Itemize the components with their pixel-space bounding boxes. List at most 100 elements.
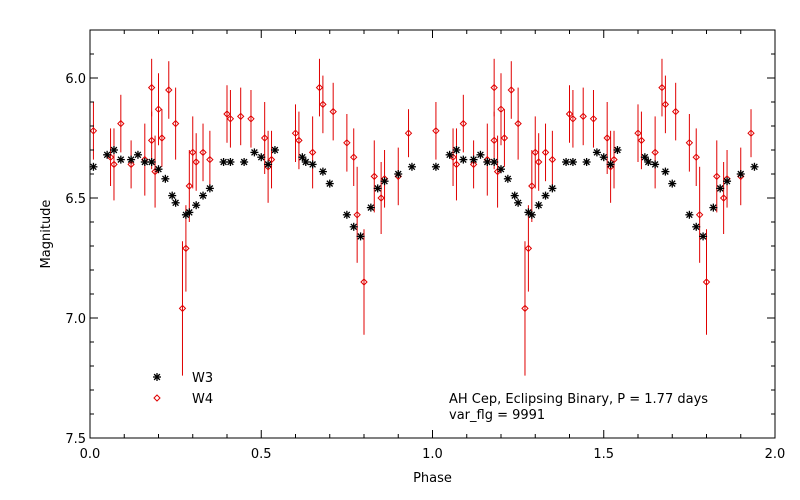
w3-point <box>205 184 214 193</box>
w3-point <box>582 158 591 166</box>
x-axis-label: Phase <box>413 471 452 486</box>
w3-point <box>127 155 136 164</box>
w3-point <box>599 153 608 162</box>
w3-point <box>548 184 557 193</box>
w4-point <box>89 127 98 135</box>
annotation-star-info: AH Cep, Eclipsing Binary, P = 1.77 days <box>449 392 708 407</box>
w4-point <box>490 136 498 145</box>
w4-point <box>315 83 324 92</box>
legend-w3-label: W3 <box>192 371 213 386</box>
w3-point <box>356 232 365 241</box>
w3-point <box>257 153 266 162</box>
w4-point <box>295 136 303 145</box>
w3-point <box>250 148 259 157</box>
w4-point <box>459 119 468 128</box>
w4-point <box>671 107 680 116</box>
w3-point <box>147 158 156 166</box>
w3-point <box>140 158 149 166</box>
w3-point <box>240 158 249 166</box>
w4-point <box>692 153 700 161</box>
w3-point <box>613 146 622 154</box>
w3-point <box>342 210 351 219</box>
w4-point <box>291 129 300 137</box>
w4-point <box>165 86 173 94</box>
w4-point <box>500 134 509 142</box>
w4-point <box>541 148 550 157</box>
w3-point <box>497 165 505 174</box>
legend-w3-marker <box>153 373 161 381</box>
w3-point <box>219 158 228 166</box>
w4-point <box>658 83 666 92</box>
w3-point <box>490 158 499 166</box>
x-tick-label: 2.0 <box>765 447 786 462</box>
w3-point <box>514 198 523 207</box>
x-tick-label: 1.5 <box>593 447 614 462</box>
w3-point <box>171 198 180 207</box>
w3-point <box>716 184 725 193</box>
w3-point <box>685 210 694 219</box>
w3-point <box>541 191 550 200</box>
w4-point <box>370 172 378 181</box>
series-w4-group <box>89 58 755 376</box>
w4-point <box>117 119 125 128</box>
x-tick-label: 0.0 <box>80 447 101 462</box>
w3-point <box>568 158 577 166</box>
w4-point <box>127 160 135 169</box>
w4-point <box>343 139 351 147</box>
w3-point <box>640 153 649 162</box>
w4-point <box>236 112 245 121</box>
w3-point <box>661 167 670 176</box>
w4-point <box>695 211 704 219</box>
w3-point <box>469 155 478 164</box>
w3-point <box>154 165 163 174</box>
w4-point <box>178 304 187 313</box>
w4-point <box>610 155 618 164</box>
w4-point <box>490 83 498 92</box>
w4-point <box>685 139 694 147</box>
w4-point <box>497 105 505 113</box>
w3-point <box>380 177 389 186</box>
w4-point <box>637 136 646 145</box>
w3-point <box>736 170 745 178</box>
w4-point <box>223 110 231 118</box>
w4-point <box>377 194 385 202</box>
w3-point <box>185 208 194 217</box>
w3-point <box>651 160 660 169</box>
w3-point <box>133 150 142 159</box>
w4-point <box>507 86 515 94</box>
w3-point <box>116 155 125 164</box>
w4-point <box>147 83 156 92</box>
w3-point <box>750 162 759 171</box>
w3-point <box>562 158 571 166</box>
w3-point <box>723 177 732 186</box>
w3-point <box>168 191 177 200</box>
w4-point <box>147 136 156 145</box>
w3-point <box>349 222 358 231</box>
w3-point <box>264 160 273 169</box>
w4-point <box>319 100 327 109</box>
w4-point <box>603 134 611 142</box>
w4-point <box>702 278 711 286</box>
legend-w4-label: W4 <box>192 392 213 407</box>
w3-point <box>325 179 334 188</box>
w4-point <box>565 110 574 118</box>
legend-w4-marker <box>153 394 161 402</box>
w4-point <box>404 129 413 137</box>
w3-point <box>503 174 512 183</box>
w4-point <box>569 115 577 123</box>
w4-point <box>260 134 269 142</box>
axis-ticks-group: 0.0 0.5 1.0 1.5 2.0 6.0 6.5 7.0 7.5 <box>65 29 786 462</box>
w4-point <box>634 129 642 137</box>
w3-point <box>407 162 416 171</box>
w4-point <box>548 155 557 164</box>
w4-point <box>206 155 214 164</box>
w4-point <box>185 182 194 190</box>
y-axis-label: Magnitude <box>39 200 54 269</box>
w4-point <box>110 160 118 169</box>
w3-point <box>153 373 161 381</box>
y-tick-label: 7.5 <box>65 432 86 447</box>
w3-point <box>301 158 310 166</box>
w3-point <box>270 146 279 154</box>
